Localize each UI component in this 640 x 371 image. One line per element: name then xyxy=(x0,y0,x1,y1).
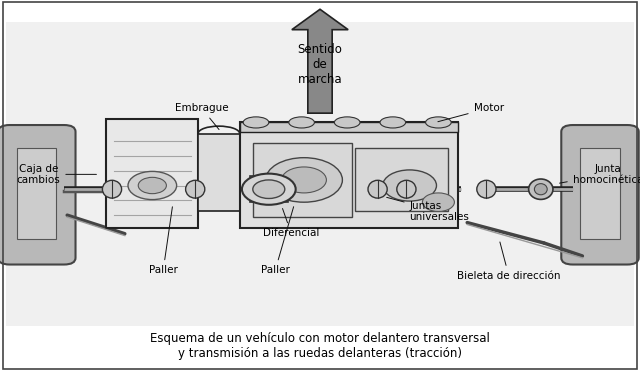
Bar xyxy=(250,176,288,202)
Ellipse shape xyxy=(397,180,416,198)
Bar xyxy=(17,148,56,239)
Text: Bieleta de dirección: Bieleta de dirección xyxy=(457,242,561,281)
Bar xyxy=(6,22,634,326)
Circle shape xyxy=(383,170,436,201)
Text: Diferencial: Diferencial xyxy=(263,209,319,238)
Ellipse shape xyxy=(368,180,387,198)
Bar xyxy=(253,143,352,217)
Text: Sentido
de
marcha: Sentido de marcha xyxy=(298,43,342,86)
Text: Motor: Motor xyxy=(438,103,504,122)
Ellipse shape xyxy=(102,180,122,198)
Text: Junta
homocinética: Junta homocinética xyxy=(559,164,640,185)
Bar xyxy=(240,122,458,228)
Circle shape xyxy=(138,177,166,194)
Circle shape xyxy=(242,174,296,205)
Circle shape xyxy=(422,193,454,211)
Bar xyxy=(198,134,240,211)
Text: Paller: Paller xyxy=(260,207,294,275)
Circle shape xyxy=(128,171,177,200)
Bar xyxy=(355,148,448,211)
Ellipse shape xyxy=(477,180,496,198)
FancyBboxPatch shape xyxy=(561,125,639,265)
Bar xyxy=(240,122,458,132)
Ellipse shape xyxy=(289,117,314,128)
Text: Paller: Paller xyxy=(148,207,178,275)
Text: Embrague: Embrague xyxy=(175,103,228,129)
Text: Caja de
cambios: Caja de cambios xyxy=(17,164,97,185)
Ellipse shape xyxy=(334,117,360,128)
FancyArrow shape xyxy=(292,9,348,113)
Ellipse shape xyxy=(534,184,547,195)
Text: Esquema de un vehículo con motor delantero transversal: Esquema de un vehículo con motor delante… xyxy=(150,332,490,345)
Ellipse shape xyxy=(243,117,269,128)
Ellipse shape xyxy=(186,180,205,198)
Circle shape xyxy=(266,158,342,202)
Bar xyxy=(580,148,620,239)
Ellipse shape xyxy=(380,117,406,128)
Ellipse shape xyxy=(426,117,451,128)
FancyBboxPatch shape xyxy=(0,125,76,265)
Text: Juntas
universales: Juntas universales xyxy=(387,197,470,222)
Circle shape xyxy=(282,167,326,193)
Ellipse shape xyxy=(529,179,553,200)
Circle shape xyxy=(253,180,285,198)
Bar xyxy=(106,119,198,228)
Text: y transmisión a las ruedas delanteras (tracción): y transmisión a las ruedas delanteras (t… xyxy=(178,347,462,360)
